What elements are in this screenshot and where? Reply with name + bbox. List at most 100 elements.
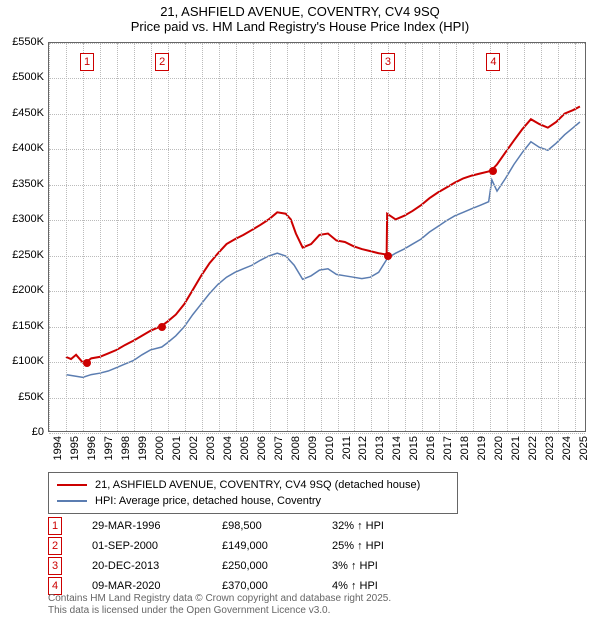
x-axis-label: 2024	[561, 436, 573, 460]
y-axis-label: £350K	[12, 178, 44, 190]
x-axis-label: 2017	[442, 436, 454, 460]
sale-marker-box: 4	[486, 53, 500, 71]
x-axis-label: 2019	[476, 436, 488, 460]
x-axis-label: 2023	[544, 436, 556, 460]
gridline-h	[49, 327, 585, 328]
gridline-v	[524, 43, 525, 431]
x-axis-label: 2012	[357, 436, 369, 460]
gridline-v	[371, 43, 372, 431]
title-address: 21, ASHFIELD AVENUE, COVENTRY, CV4 9SQ	[0, 4, 600, 19]
gridline-v	[219, 43, 220, 431]
series-line	[66, 106, 580, 362]
gridline-h	[49, 220, 585, 221]
gridline-v	[202, 43, 203, 431]
sale-date: 09-MAR-2020	[92, 580, 222, 592]
x-axis-label: 2009	[307, 436, 319, 460]
gridline-v	[456, 43, 457, 431]
sale-date: 20-DEC-2013	[92, 560, 222, 572]
sale-diff: 3% ↑ HPI	[332, 560, 432, 572]
gridline-v	[134, 43, 135, 431]
gridline-v	[321, 43, 322, 431]
x-axis-label: 1995	[69, 436, 81, 460]
gridline-v	[236, 43, 237, 431]
gridline-v	[354, 43, 355, 431]
x-axis-label: 2000	[154, 436, 166, 460]
sale-diff: 32% ↑ HPI	[332, 520, 432, 532]
gridline-v	[439, 43, 440, 431]
x-axis-label: 2013	[374, 436, 386, 460]
gridline-v	[338, 43, 339, 431]
x-axis-label: 1999	[137, 436, 149, 460]
gridline-h	[49, 362, 585, 363]
gridline-v	[490, 43, 491, 431]
x-axis-label: 2006	[256, 436, 268, 460]
sale-marker-box: 2	[155, 53, 169, 71]
gridline-h	[49, 78, 585, 79]
x-axis-label: 2007	[273, 436, 285, 460]
gridline-v	[117, 43, 118, 431]
x-axis-label: 2011	[341, 436, 353, 460]
y-axis-label: £400K	[12, 142, 44, 154]
x-axis-label: 1994	[52, 436, 64, 460]
gridline-h	[49, 256, 585, 257]
legend: 21, ASHFIELD AVENUE, COVENTRY, CV4 9SQ (…	[48, 472, 458, 514]
footer-attribution: Contains HM Land Registry data © Crown c…	[48, 593, 391, 617]
sale-diff: 4% ↑ HPI	[332, 580, 432, 592]
legend-item: HPI: Average price, detached house, Cove…	[57, 493, 449, 509]
gridline-v	[168, 43, 169, 431]
x-axis-label: 2002	[188, 436, 200, 460]
x-axis-label: 1998	[120, 436, 132, 460]
x-axis-label: 2018	[459, 436, 471, 460]
gridline-v	[575, 43, 576, 431]
sale-marker-box: 3	[381, 53, 395, 71]
legend-item: 21, ASHFIELD AVENUE, COVENTRY, CV4 9SQ (…	[57, 477, 449, 493]
gridline-h	[49, 291, 585, 292]
gridline-v	[473, 43, 474, 431]
chart-title: 21, ASHFIELD AVENUE, COVENTRY, CV4 9SQ P…	[0, 0, 600, 34]
sale-number-box: 3	[48, 557, 62, 575]
gridline-v	[100, 43, 101, 431]
gridline-v	[541, 43, 542, 431]
x-axis-label: 1996	[86, 436, 98, 460]
gridline-v	[558, 43, 559, 431]
gridline-v	[151, 43, 152, 431]
gridline-h	[49, 43, 585, 44]
x-axis-label: 2001	[171, 436, 183, 460]
y-axis-label: £150K	[12, 320, 44, 332]
y-axis-label: £300K	[12, 213, 44, 225]
chart-plot-area: 1234	[48, 42, 586, 432]
y-axis-label: £0	[32, 426, 44, 438]
gridline-v	[422, 43, 423, 431]
sale-price: £370,000	[222, 580, 332, 592]
sale-marker-dot	[384, 252, 392, 260]
footer-line2: This data is licensed under the Open Gov…	[48, 605, 391, 617]
gridline-v	[253, 43, 254, 431]
gridline-v	[83, 43, 84, 431]
sale-marker-dot	[489, 167, 497, 175]
footer-line1: Contains HM Land Registry data © Crown c…	[48, 593, 391, 605]
gridline-v	[507, 43, 508, 431]
sale-price: £149,000	[222, 540, 332, 552]
sale-number-box: 1	[48, 517, 62, 535]
gridline-v	[287, 43, 288, 431]
x-axis-label: 2005	[239, 436, 251, 460]
y-axis-label: £100K	[12, 355, 44, 367]
legend-label: HPI: Average price, detached house, Cove…	[95, 495, 321, 507]
sale-marker-dot	[158, 323, 166, 331]
sale-price: £98,500	[222, 520, 332, 532]
x-axis-label: 2022	[527, 436, 539, 460]
y-axis-label: £500K	[12, 71, 44, 83]
x-axis-label: 2025	[578, 436, 590, 460]
legend-swatch	[57, 500, 87, 502]
y-axis-label: £250K	[12, 249, 44, 261]
sale-row: 320-DEC-2013£250,0003% ↑ HPI	[48, 556, 432, 576]
x-axis-label: 2015	[408, 436, 420, 460]
gridline-h	[49, 433, 585, 434]
sale-row: 201-SEP-2000£149,00025% ↑ HPI	[48, 536, 432, 556]
x-axis-label: 2014	[391, 436, 403, 460]
gridline-v	[185, 43, 186, 431]
gridline-v	[388, 43, 389, 431]
gridline-v	[270, 43, 271, 431]
x-axis-label: 1997	[103, 436, 115, 460]
gridline-h	[49, 185, 585, 186]
